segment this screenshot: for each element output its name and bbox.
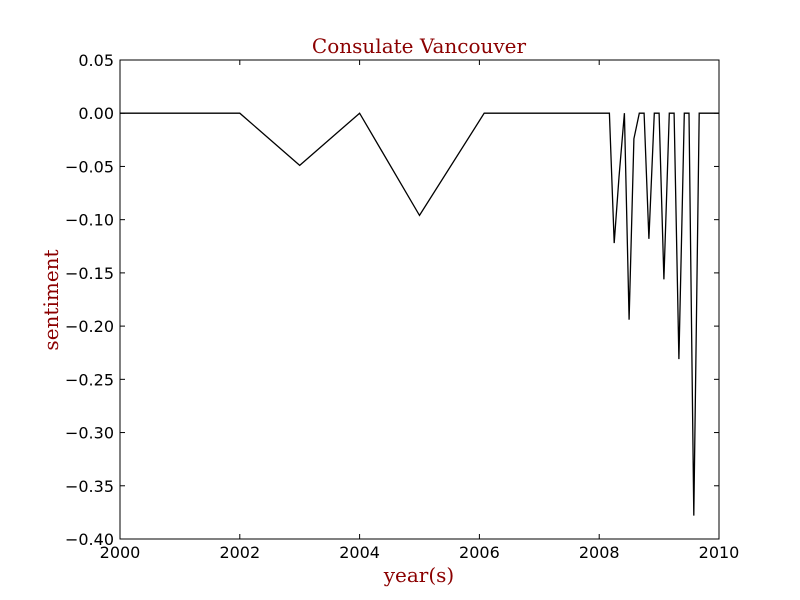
y-tick-label-6: −0.25 bbox=[65, 370, 114, 389]
y-tick-label-8: −0.35 bbox=[65, 477, 114, 496]
y-tick-label-4: −0.15 bbox=[65, 264, 114, 283]
x-axis-label: year(s) bbox=[383, 563, 455, 587]
series-line bbox=[120, 112, 719, 516]
x-tick-label-0: 2000 bbox=[100, 543, 141, 562]
y-tick-label-9: −0.40 bbox=[65, 530, 114, 549]
y-axis-label: sentiment bbox=[39, 249, 63, 350]
y-tick-label-2: −0.05 bbox=[65, 157, 114, 176]
x-tick-label-3: 2006 bbox=[459, 543, 500, 562]
tick-labels: 2000 2002 2004 2006 2008 2010 0.05 0.00 −0.05 −0.… bbox=[65, 51, 739, 562]
y-tick-label-1: 0.00 bbox=[78, 104, 114, 123]
y-tick-label-0: 0.05 bbox=[78, 51, 114, 70]
x-tick-label-2: 2004 bbox=[339, 543, 380, 562]
x-tick-label-4: 2008 bbox=[579, 543, 620, 562]
plot-frame bbox=[119, 59, 720, 540]
y-tick-label-5: −0.20 bbox=[65, 317, 114, 336]
x-tick-label-1: 2002 bbox=[219, 543, 260, 562]
chart-title: Consulate Vancouver bbox=[312, 34, 527, 58]
y-tick-label-3: −0.10 bbox=[65, 211, 114, 230]
y-tick-label-7: −0.30 bbox=[65, 424, 114, 443]
x-tick-label-5: 2010 bbox=[699, 543, 740, 562]
